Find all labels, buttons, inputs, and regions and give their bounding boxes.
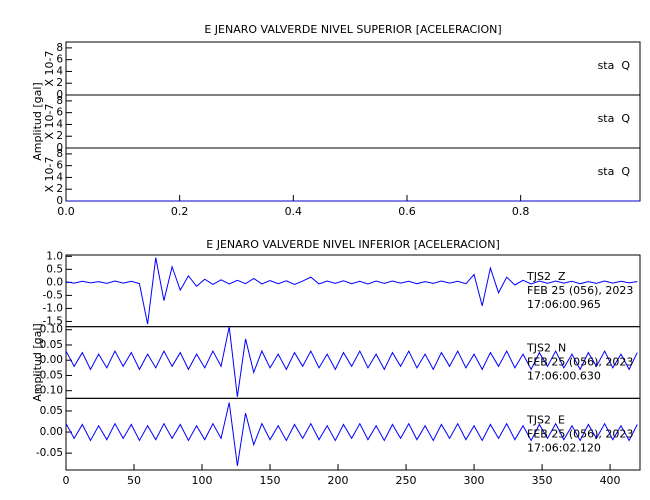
y-axis-label: Amplitud [gal] bbox=[31, 323, 44, 401]
y-tick-label: 0 bbox=[56, 142, 63, 154]
y-tick-label: 1.0 bbox=[46, 250, 63, 262]
y-tick-label: 8 bbox=[56, 95, 63, 107]
station-label: TJS2 E bbox=[526, 413, 565, 426]
x-tick-label: 50 bbox=[127, 474, 141, 487]
y-tick-label: 2 bbox=[56, 183, 63, 195]
annotation: 17:06:00.630 bbox=[527, 370, 601, 383]
annotation: FEB 25 (056), 2023 bbox=[527, 284, 633, 297]
y-tick-label: 0.5 bbox=[46, 263, 63, 275]
y-tick-label: 0.00 bbox=[40, 354, 63, 366]
x-tick-label: 0.4 bbox=[285, 205, 303, 218]
trace bbox=[65, 326, 638, 397]
y-tick-label: 0.05 bbox=[40, 339, 63, 351]
x-tick-label: 0.6 bbox=[398, 205, 416, 218]
annotation: FEB 25 (056), 2023 bbox=[527, 427, 633, 440]
y-tick-label: 4 bbox=[56, 171, 63, 183]
panel-frame bbox=[65, 41, 641, 96]
y-tick-label: 2 bbox=[56, 130, 63, 142]
y-tick-label: 4 bbox=[56, 118, 63, 130]
y-tick-label: 8 bbox=[56, 148, 63, 160]
station-label: sta Q bbox=[598, 165, 631, 178]
station-label: sta Q bbox=[598, 112, 631, 125]
y-tick-label: 6 bbox=[56, 54, 63, 66]
scale-label: X 10-7 bbox=[43, 104, 56, 140]
panel-frame bbox=[65, 94, 641, 149]
x-tick-label: 400 bbox=[600, 474, 621, 487]
annotation: FEB 25 (056), 2023 bbox=[527, 356, 633, 369]
scale-label: X 10-7 bbox=[43, 157, 56, 193]
x-tick-label: 350 bbox=[532, 474, 553, 487]
y-tick-label: 0.0 bbox=[46, 276, 63, 288]
y-tick-label: 6 bbox=[56, 107, 63, 119]
x-tick-label: 0.0 bbox=[57, 205, 75, 218]
x-tick-label: 0.2 bbox=[171, 205, 189, 218]
station-label: TJS2 Z bbox=[526, 270, 566, 283]
chart-title: E JENARO VALVERDE NIVEL SUPERIOR [ACELER… bbox=[204, 23, 501, 36]
y-tick-label: 0 bbox=[56, 195, 63, 207]
x-tick-label: 100 bbox=[192, 474, 213, 487]
y-tick-label: 8 bbox=[56, 42, 63, 54]
y-tick-label: -1.0 bbox=[43, 302, 64, 314]
annotation: 17:06:02.120 bbox=[527, 441, 601, 454]
panel-frame bbox=[65, 147, 641, 202]
y-tick-label: -0.5 bbox=[43, 289, 64, 301]
annotation: 17:06:00.965 bbox=[527, 298, 601, 311]
x-tick-label: 0 bbox=[63, 474, 70, 487]
trace bbox=[65, 257, 638, 325]
y-tick-label: -0.05 bbox=[36, 369, 63, 381]
y-tick-label: 0 bbox=[56, 89, 63, 101]
y-tick-label: -0.10 bbox=[36, 385, 63, 397]
y-tick-label: -1.5 bbox=[43, 315, 64, 327]
y-tick-label: 0.10 bbox=[40, 324, 63, 336]
y-tick-label: 0.05 bbox=[40, 405, 63, 417]
chart-title: E JENARO VALVERDE NIVEL INFERIOR [ACELER… bbox=[206, 238, 499, 251]
x-tick-label: 0.8 bbox=[512, 205, 530, 218]
y-tick-label: 6 bbox=[56, 160, 63, 172]
y-axis-label: Amplitud [gal] bbox=[31, 82, 44, 160]
x-tick-label: 150 bbox=[260, 474, 281, 487]
panel-frame bbox=[65, 397, 641, 471]
y-tick-label: -0.05 bbox=[36, 447, 63, 459]
station-label: sta Q bbox=[598, 59, 631, 72]
x-tick-label: 250 bbox=[396, 474, 417, 487]
station-label: TJS2 N bbox=[526, 342, 566, 355]
x-tick-label: 200 bbox=[328, 474, 349, 487]
y-tick-label: 4 bbox=[56, 65, 63, 77]
y-tick-label: 0.00 bbox=[40, 426, 63, 438]
x-tick-label: 300 bbox=[464, 474, 485, 487]
trace bbox=[65, 402, 638, 466]
scale-label: X 10-7 bbox=[43, 51, 56, 87]
y-tick-label: 2 bbox=[56, 77, 63, 89]
